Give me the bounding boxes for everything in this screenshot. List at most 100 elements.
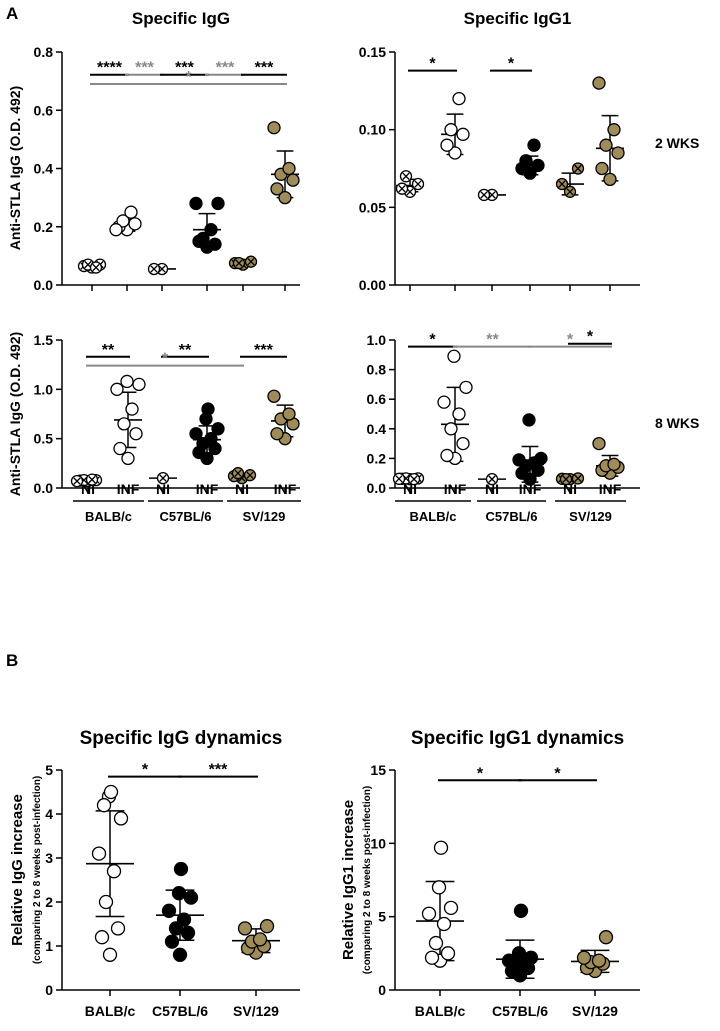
significance-label: *: [587, 329, 594, 346]
group-c57-ni: [477, 188, 506, 202]
data-point: [592, 436, 606, 451]
data-point: [183, 890, 199, 905]
significance-label: ***: [209, 762, 228, 779]
data-point: [440, 448, 454, 463]
data-point: [110, 382, 124, 396]
data-point: [512, 453, 526, 467]
data-point: [270, 182, 284, 196]
data-point: [259, 919, 275, 934]
data-point: [201, 402, 215, 416]
group-balb-inf: [109, 205, 142, 237]
y-tick-label: 0.4: [367, 421, 387, 437]
chart-igg8: Anti-STLA IgG (O.D. 492) 0.0 0.5 1.0 1.5 NI IN…: [7, 332, 301, 524]
significance-label: *: [508, 56, 515, 73]
y-tick-label: 0.05: [359, 199, 386, 215]
y-tick-label: 0.0: [367, 480, 387, 496]
group-balb-all: BALB/c: [415, 840, 465, 1019]
group-balb-ni: [392, 472, 425, 486]
x-tick-label: INF: [444, 481, 467, 497]
data-point: [171, 886, 187, 901]
x-tick-label: C57BL/6: [492, 1003, 548, 1019]
significance-label: **: [179, 342, 192, 359]
y-tick-label: 0.10: [359, 122, 386, 138]
y-tick-label: 0.15: [359, 44, 386, 60]
group-balb-all: BALB/c: [85, 784, 135, 1019]
point-ni-cross: [159, 474, 167, 482]
chart-igg1_2: Specific IgG1 0.00 0.05 0.10 0.15 * *: [359, 9, 640, 293]
significance-label: **: [486, 332, 499, 349]
data-point: [592, 76, 606, 90]
data-point: [208, 237, 222, 251]
data-point: [282, 161, 296, 176]
data-point: [456, 127, 470, 141]
significance-label: ***: [135, 60, 154, 77]
group-sv-ni: [555, 162, 585, 198]
significance-label: *: [429, 332, 436, 349]
y-tick-label: 0.5: [34, 431, 54, 447]
data-point: [501, 953, 517, 968]
point-ni-cross: [73, 477, 81, 485]
point-ni-cross: [398, 184, 406, 193]
point-ni-cross: [480, 191, 488, 199]
data-point: [607, 457, 621, 471]
point-ni-cross: [92, 263, 100, 272]
data-point: [267, 121, 281, 135]
data-point: [164, 934, 180, 949]
point-ni-cross: [402, 172, 410, 180]
data-point: [106, 864, 122, 879]
significance-label: ***: [254, 342, 273, 359]
data-point: [204, 223, 218, 237]
data-point: [459, 380, 473, 395]
group-sv-inf: [592, 436, 625, 480]
x-tick-label: NI: [485, 481, 499, 497]
y-tick-label: 4: [45, 806, 53, 822]
y-tick-label: 5: [45, 762, 53, 778]
data-point: [168, 921, 184, 936]
chart-dynG1: Specific IgG1 dynamics Relative IgG1 incr…: [340, 728, 640, 1019]
significance-label: *: [477, 765, 484, 782]
point-ni-cross: [488, 475, 496, 483]
x-tick-label: INF: [117, 481, 140, 497]
group-balb-inf: [437, 349, 473, 466]
x-tick-label: NI: [81, 481, 95, 497]
data-point: [102, 947, 118, 962]
data-point: [252, 932, 268, 947]
data-point: [282, 407, 296, 421]
x-tick-label: INF: [274, 481, 297, 497]
y-tick-label: 1.5: [34, 332, 54, 348]
data-point: [456, 436, 470, 451]
data-point: [534, 451, 548, 466]
point-ni-cross: [88, 475, 96, 484]
y-tick-label: 1.0: [34, 381, 54, 397]
data-point: [189, 427, 203, 441]
group-c57-ni: [147, 262, 176, 276]
data-point: [237, 921, 253, 936]
data-point: [125, 402, 139, 416]
data-point: [607, 123, 621, 137]
group-c57-all: C57BL/6: [492, 903, 548, 1019]
data-point: [440, 946, 456, 961]
point-ni-cross: [566, 188, 574, 196]
strain-label: BALB/c: [410, 509, 457, 524]
chart-title: Specific IgG1 dynamics: [411, 728, 624, 749]
x-tick-label: NI: [235, 481, 249, 497]
y-tick-label: 3: [45, 850, 53, 866]
point-ni-cross: [574, 164, 582, 173]
y-tick-label: 0.00: [359, 277, 386, 293]
strain-label: SV/129: [569, 509, 612, 524]
y-tick-label: 0.4: [34, 161, 54, 177]
point-ni-cross: [395, 475, 403, 483]
point-ni-cross: [150, 265, 158, 273]
x-tick-label: SV/129: [233, 1003, 279, 1019]
y-axis-label: Anti-STLA IgG (O.D. 492): [7, 332, 23, 496]
data-point: [113, 811, 129, 826]
chart-igg2: Specific IgG Anti-STLA IgG (O.D. 492) 0.0 0…: [7, 9, 300, 293]
strain-label: C57BL/6: [159, 509, 211, 524]
data-point: [523, 950, 539, 965]
y-tick-label: 0.8: [367, 362, 387, 378]
data-point: [531, 158, 545, 173]
data-point: [124, 205, 138, 219]
chart-title: Specific IgG1: [464, 9, 572, 28]
x-tick-label: SV/129: [572, 1003, 618, 1019]
data-point: [129, 427, 143, 441]
